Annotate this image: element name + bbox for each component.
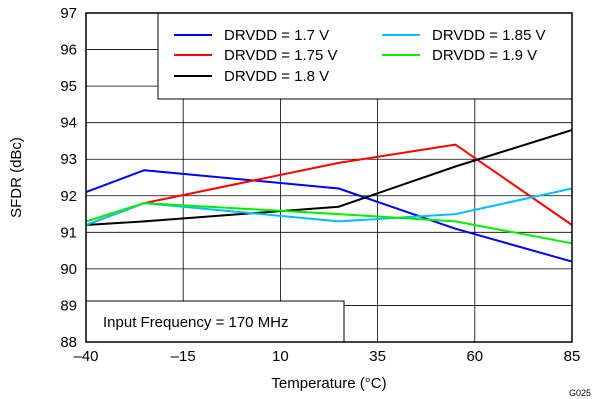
y-tick-label: 94 bbox=[60, 115, 77, 132]
x-tick-label: 10 bbox=[272, 348, 289, 365]
annotation-text: Input Frequency = 170 MHz bbox=[103, 314, 289, 331]
x-tick-label: –15 bbox=[171, 348, 196, 365]
legend-label: DRVDD = 1.85 V bbox=[432, 27, 546, 44]
legend: DRVDD = 1.7 V DRVDD = 1.75 V DRVDD = 1.8 V… bbox=[157, 12, 573, 100]
legend-label: DRVDD = 1.75 V bbox=[224, 47, 338, 64]
annotation-box: Input Frequency = 170 MHz bbox=[85, 300, 345, 343]
x-tick-label: 85 bbox=[564, 348, 581, 365]
y-tick-label: 92 bbox=[60, 188, 77, 205]
y-tick-label: 90 bbox=[60, 261, 77, 278]
legend-label: DRVDD = 1.8 V bbox=[224, 68, 329, 85]
plot-frame bbox=[85, 12, 573, 343]
y-tick-label: 91 bbox=[60, 224, 77, 241]
series-line bbox=[85, 187, 573, 226]
tick-labels: –40 –15 10 35 60 85 88 89 90 91 92 93 94 95 96 97 bbox=[60, 5, 580, 365]
legend-box bbox=[157, 12, 573, 100]
series-line bbox=[85, 202, 573, 245]
legend-label: DRVDD = 1.7 V bbox=[224, 27, 329, 44]
legend-label: DRVDD = 1.9 V bbox=[432, 47, 537, 64]
x-tick-label: –40 bbox=[73, 348, 98, 365]
x-tick-label: 60 bbox=[466, 348, 483, 365]
x-tick-label: 35 bbox=[369, 348, 386, 365]
series-line bbox=[85, 169, 573, 263]
y-tick-label: 97 bbox=[60, 5, 77, 22]
x-axis-label: Temperature (°C) bbox=[271, 375, 386, 392]
y-tick-label: 89 bbox=[60, 297, 77, 314]
y-tick-label: 93 bbox=[60, 151, 77, 168]
y-tick-label: 88 bbox=[60, 334, 77, 351]
figure-id: G025 bbox=[569, 388, 591, 398]
y-tick-label: 95 bbox=[60, 78, 77, 95]
y-axis-label: SFDR (dBc) bbox=[8, 137, 25, 218]
series-line bbox=[85, 129, 573, 226]
series-lines bbox=[85, 129, 573, 263]
y-tick-label: 96 bbox=[60, 42, 77, 59]
